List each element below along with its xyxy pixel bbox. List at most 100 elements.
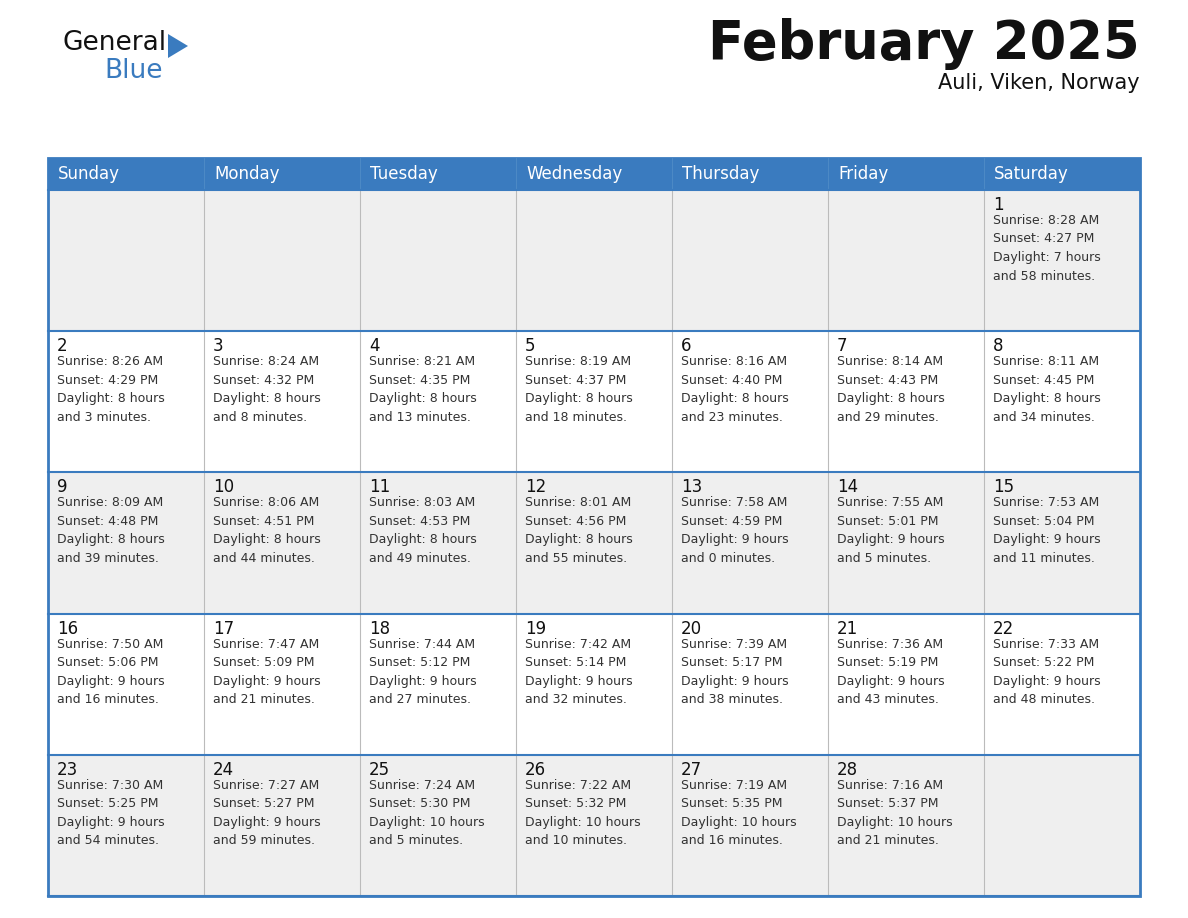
Text: 3: 3 [213, 337, 223, 355]
Bar [48, 331, 204, 473]
Bar [984, 331, 1140, 473]
Text: Sunrise: 7:19 AM
Sunset: 5:35 PM
Daylight: 10 hours
and 16 minutes.: Sunrise: 7:19 AM Sunset: 5:35 PM Dayligh… [681, 778, 797, 847]
Text: 19: 19 [525, 620, 546, 638]
Text: Thursday: Thursday [682, 165, 759, 183]
Text: 21: 21 [838, 620, 858, 638]
Bar [204, 755, 360, 896]
Bar [672, 755, 828, 896]
Bar [516, 473, 672, 613]
Text: Tuesday: Tuesday [369, 165, 437, 183]
Text: 16: 16 [57, 620, 78, 638]
Bar [828, 190, 984, 331]
Bar [360, 473, 516, 613]
Text: 26: 26 [525, 761, 546, 778]
Text: February 2025: February 2025 [708, 18, 1140, 70]
Text: Sunrise: 8:03 AM
Sunset: 4:53 PM
Daylight: 8 hours
and 49 minutes.: Sunrise: 8:03 AM Sunset: 4:53 PM Dayligh… [369, 497, 476, 565]
Bar [48, 473, 204, 613]
Text: Sunrise: 7:47 AM
Sunset: 5:09 PM
Daylight: 9 hours
and 21 minutes.: Sunrise: 7:47 AM Sunset: 5:09 PM Dayligh… [213, 638, 321, 706]
Bar [984, 613, 1140, 755]
Text: Sunrise: 7:53 AM
Sunset: 5:04 PM
Daylight: 9 hours
and 11 minutes.: Sunrise: 7:53 AM Sunset: 5:04 PM Dayligh… [993, 497, 1100, 565]
Bar [984, 158, 1140, 190]
Text: Sunrise: 7:50 AM
Sunset: 5:06 PM
Daylight: 9 hours
and 16 minutes.: Sunrise: 7:50 AM Sunset: 5:06 PM Dayligh… [57, 638, 165, 706]
Bar [828, 613, 984, 755]
Text: 25: 25 [369, 761, 390, 778]
Bar [828, 473, 984, 613]
Text: Sunrise: 8:14 AM
Sunset: 4:43 PM
Daylight: 8 hours
and 29 minutes.: Sunrise: 8:14 AM Sunset: 4:43 PM Dayligh… [838, 355, 944, 424]
Text: Sunrise: 8:26 AM
Sunset: 4:29 PM
Daylight: 8 hours
and 3 minutes.: Sunrise: 8:26 AM Sunset: 4:29 PM Dayligh… [57, 355, 165, 424]
Bar [48, 755, 204, 896]
Text: Saturday: Saturday [994, 165, 1069, 183]
Text: 11: 11 [369, 478, 390, 497]
Text: 1: 1 [993, 196, 1004, 214]
Text: 14: 14 [838, 478, 858, 497]
Bar [828, 331, 984, 473]
Text: General: General [62, 30, 166, 56]
Bar [516, 190, 672, 331]
Bar [984, 473, 1140, 613]
Text: Sunrise: 7:24 AM
Sunset: 5:30 PM
Daylight: 10 hours
and 5 minutes.: Sunrise: 7:24 AM Sunset: 5:30 PM Dayligh… [369, 778, 485, 847]
Bar [828, 755, 984, 896]
Text: Sunrise: 7:33 AM
Sunset: 5:22 PM
Daylight: 9 hours
and 48 minutes.: Sunrise: 7:33 AM Sunset: 5:22 PM Dayligh… [993, 638, 1100, 706]
Text: Sunrise: 7:42 AM
Sunset: 5:14 PM
Daylight: 9 hours
and 32 minutes.: Sunrise: 7:42 AM Sunset: 5:14 PM Dayligh… [525, 638, 633, 706]
Text: 18: 18 [369, 620, 390, 638]
Bar [984, 190, 1140, 331]
Text: Sunrise: 8:01 AM
Sunset: 4:56 PM
Daylight: 8 hours
and 55 minutes.: Sunrise: 8:01 AM Sunset: 4:56 PM Dayligh… [525, 497, 633, 565]
Bar [48, 158, 204, 190]
Bar [360, 190, 516, 331]
Text: Sunrise: 8:16 AM
Sunset: 4:40 PM
Daylight: 8 hours
and 23 minutes.: Sunrise: 8:16 AM Sunset: 4:40 PM Dayligh… [681, 355, 789, 424]
Text: Sunrise: 8:21 AM
Sunset: 4:35 PM
Daylight: 8 hours
and 13 minutes.: Sunrise: 8:21 AM Sunset: 4:35 PM Dayligh… [369, 355, 476, 424]
Text: Sunrise: 8:24 AM
Sunset: 4:32 PM
Daylight: 8 hours
and 8 minutes.: Sunrise: 8:24 AM Sunset: 4:32 PM Dayligh… [213, 355, 321, 424]
Bar [48, 190, 204, 331]
Text: Blue: Blue [105, 58, 163, 84]
Text: Monday: Monday [214, 165, 279, 183]
Text: 4: 4 [369, 337, 379, 355]
Text: 8: 8 [993, 337, 1004, 355]
Bar [516, 613, 672, 755]
Text: 13: 13 [681, 478, 702, 497]
Text: 17: 17 [213, 620, 234, 638]
Bar [360, 331, 516, 473]
Bar [828, 158, 984, 190]
Polygon shape [168, 34, 188, 58]
Text: Wednesday: Wednesday [526, 165, 623, 183]
Text: 7: 7 [838, 337, 847, 355]
Text: 2: 2 [57, 337, 68, 355]
Bar [204, 190, 360, 331]
Text: 9: 9 [57, 478, 68, 497]
Text: 10: 10 [213, 478, 234, 497]
Text: 5: 5 [525, 337, 536, 355]
Text: 15: 15 [993, 478, 1015, 497]
Text: Sunrise: 7:39 AM
Sunset: 5:17 PM
Daylight: 9 hours
and 38 minutes.: Sunrise: 7:39 AM Sunset: 5:17 PM Dayligh… [681, 638, 789, 706]
Bar [672, 613, 828, 755]
Bar [672, 473, 828, 613]
Text: Sunrise: 8:19 AM
Sunset: 4:37 PM
Daylight: 8 hours
and 18 minutes.: Sunrise: 8:19 AM Sunset: 4:37 PM Dayligh… [525, 355, 633, 424]
Bar [204, 613, 360, 755]
Text: Sunrise: 7:16 AM
Sunset: 5:37 PM
Daylight: 10 hours
and 21 minutes.: Sunrise: 7:16 AM Sunset: 5:37 PM Dayligh… [838, 778, 953, 847]
Text: 12: 12 [525, 478, 546, 497]
Bar [360, 755, 516, 896]
Bar [204, 473, 360, 613]
Bar [48, 158, 1140, 896]
Text: 6: 6 [681, 337, 691, 355]
Text: Sunrise: 7:22 AM
Sunset: 5:32 PM
Daylight: 10 hours
and 10 minutes.: Sunrise: 7:22 AM Sunset: 5:32 PM Dayligh… [525, 778, 640, 847]
Text: Sunrise: 7:30 AM
Sunset: 5:25 PM
Daylight: 9 hours
and 54 minutes.: Sunrise: 7:30 AM Sunset: 5:25 PM Dayligh… [57, 778, 165, 847]
Bar [204, 331, 360, 473]
Text: 28: 28 [838, 761, 858, 778]
Text: 24: 24 [213, 761, 234, 778]
Bar [360, 613, 516, 755]
Bar [672, 158, 828, 190]
Text: Sunrise: 7:27 AM
Sunset: 5:27 PM
Daylight: 9 hours
and 59 minutes.: Sunrise: 7:27 AM Sunset: 5:27 PM Dayligh… [213, 778, 321, 847]
Text: Sunrise: 8:09 AM
Sunset: 4:48 PM
Daylight: 8 hours
and 39 minutes.: Sunrise: 8:09 AM Sunset: 4:48 PM Dayligh… [57, 497, 165, 565]
Bar [516, 331, 672, 473]
Bar [204, 158, 360, 190]
Bar [672, 331, 828, 473]
Bar [516, 158, 672, 190]
Bar [516, 755, 672, 896]
Text: Sunday: Sunday [58, 165, 120, 183]
Text: Sunrise: 7:36 AM
Sunset: 5:19 PM
Daylight: 9 hours
and 43 minutes.: Sunrise: 7:36 AM Sunset: 5:19 PM Dayligh… [838, 638, 944, 706]
Text: Sunrise: 7:55 AM
Sunset: 5:01 PM
Daylight: 9 hours
and 5 minutes.: Sunrise: 7:55 AM Sunset: 5:01 PM Dayligh… [838, 497, 944, 565]
Text: Sunrise: 7:58 AM
Sunset: 4:59 PM
Daylight: 9 hours
and 0 minutes.: Sunrise: 7:58 AM Sunset: 4:59 PM Dayligh… [681, 497, 789, 565]
Bar [672, 190, 828, 331]
Text: 23: 23 [57, 761, 78, 778]
Text: Auli, Viken, Norway: Auli, Viken, Norway [939, 73, 1140, 93]
